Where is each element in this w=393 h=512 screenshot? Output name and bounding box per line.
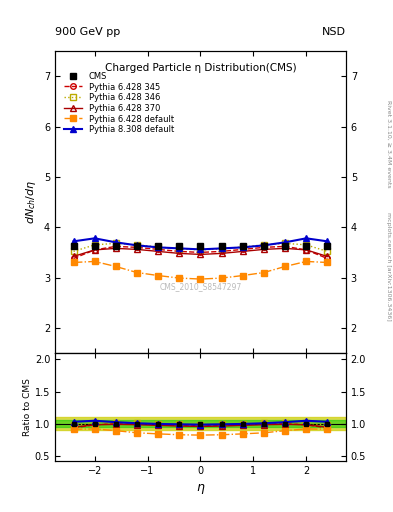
Pythia 6.428 345 — [304, 247, 309, 253]
Pythia 6.428 345 — [177, 248, 182, 254]
Pythia 6.428 345 — [135, 244, 140, 250]
Pythia 6.428 345 — [114, 243, 118, 249]
Pythia 6.428 default — [261, 269, 266, 275]
Pythia 6.428 346 — [261, 242, 266, 248]
Pythia 6.428 346 — [156, 244, 160, 250]
Pythia 6.428 default — [219, 275, 224, 281]
Text: Rivet 3.1.10, ≥ 3.4M events: Rivet 3.1.10, ≥ 3.4M events — [386, 99, 391, 187]
Line: Pythia 6.428 346: Pythia 6.428 346 — [71, 241, 330, 254]
Pythia 6.428 default — [325, 260, 330, 266]
Pythia 8.308 default — [71, 238, 76, 244]
Bar — [55, 417, 346, 430]
Pythia 8.308 default — [283, 239, 287, 245]
Pythia 6.428 370 — [219, 250, 224, 257]
CMS — [304, 243, 309, 249]
Line: Pythia 6.428 370: Pythia 6.428 370 — [71, 246, 330, 259]
Pythia 6.428 345 — [92, 247, 97, 253]
CMS — [92, 243, 97, 249]
Pythia 6.428 370 — [261, 246, 266, 252]
Pythia 6.428 370 — [156, 248, 160, 254]
CMS — [71, 243, 76, 249]
Pythia 6.428 346 — [283, 240, 287, 246]
Pythia 6.428 default — [283, 263, 287, 269]
Pythia 6.428 345 — [219, 248, 224, 254]
Pythia 6.428 346 — [177, 246, 182, 252]
Text: 900 GeV pp: 900 GeV pp — [55, 27, 120, 37]
CMS — [219, 243, 224, 249]
Pythia 6.428 370 — [304, 247, 309, 253]
Pythia 6.428 default — [177, 275, 182, 281]
Pythia 6.428 default — [92, 259, 97, 265]
Pythia 6.428 default — [241, 272, 245, 279]
Pythia 8.308 default — [156, 244, 160, 250]
Pythia 8.308 default — [198, 246, 203, 252]
Line: CMS: CMS — [70, 243, 331, 250]
Pythia 6.428 346 — [71, 248, 76, 254]
Pythia 6.428 370 — [135, 246, 140, 252]
Text: Charged Particle η Distribution(CMS): Charged Particle η Distribution(CMS) — [105, 63, 296, 73]
Line: Pythia 6.428 345: Pythia 6.428 345 — [71, 244, 330, 261]
Pythia 6.428 345 — [156, 246, 160, 252]
Pythia 8.308 default — [219, 245, 224, 251]
Pythia 6.428 345 — [241, 246, 245, 252]
Pythia 8.308 default — [261, 242, 266, 248]
Pythia 6.428 345 — [71, 255, 76, 262]
Pythia 6.428 346 — [135, 242, 140, 248]
Bar — [55, 420, 346, 427]
Line: Pythia 8.308 default: Pythia 8.308 default — [70, 235, 331, 253]
Pythia 6.428 346 — [114, 240, 118, 246]
Pythia 6.428 346 — [219, 246, 224, 252]
Pythia 6.428 default — [114, 263, 118, 269]
Pythia 6.428 346 — [92, 242, 97, 248]
Pythia 6.428 370 — [198, 251, 203, 258]
Pythia 8.308 default — [92, 235, 97, 241]
CMS — [283, 243, 287, 249]
Pythia 6.428 345 — [325, 255, 330, 262]
Pythia 6.428 default — [304, 259, 309, 265]
Pythia 8.308 default — [325, 238, 330, 244]
Pythia 6.428 default — [198, 276, 203, 282]
Pythia 6.428 345 — [261, 244, 266, 250]
Pythia 6.428 345 — [283, 243, 287, 249]
Y-axis label: Ratio to CMS: Ratio to CMS — [23, 378, 32, 436]
Pythia 6.428 370 — [241, 248, 245, 254]
Pythia 8.308 default — [241, 244, 245, 250]
Pythia 8.308 default — [114, 239, 118, 245]
Pythia 6.428 370 — [325, 253, 330, 260]
CMS — [177, 243, 182, 249]
Pythia 6.428 370 — [114, 245, 118, 251]
CMS — [135, 243, 140, 249]
Pythia 8.308 default — [304, 235, 309, 241]
Pythia 8.308 default — [135, 242, 140, 248]
CMS — [261, 243, 266, 249]
Pythia 6.428 370 — [71, 253, 76, 260]
X-axis label: η: η — [196, 481, 204, 494]
Text: NSD: NSD — [322, 27, 346, 37]
CMS — [241, 243, 245, 249]
Text: CMS_2010_S8547297: CMS_2010_S8547297 — [159, 282, 242, 291]
Pythia 6.428 370 — [92, 247, 97, 253]
Pythia 6.428 default — [135, 269, 140, 275]
Pythia 6.428 346 — [304, 242, 309, 248]
Text: mcplots.cern.ch [arXiv:1306.3436]: mcplots.cern.ch [arXiv:1306.3436] — [386, 212, 391, 321]
Pythia 8.308 default — [177, 245, 182, 251]
Legend: CMS, Pythia 6.428 345, Pythia 6.428 346, Pythia 6.428 370, Pythia 6.428 default,: CMS, Pythia 6.428 345, Pythia 6.428 346,… — [62, 71, 176, 136]
Pythia 6.428 346 — [325, 248, 330, 254]
Pythia 6.428 default — [156, 272, 160, 279]
Pythia 6.428 370 — [177, 250, 182, 257]
Pythia 6.428 346 — [198, 247, 203, 253]
CMS — [114, 243, 118, 249]
CMS — [198, 243, 203, 249]
Pythia 6.428 345 — [198, 249, 203, 255]
CMS — [325, 243, 330, 249]
Y-axis label: $dN_{ch}/d\eta$: $dN_{ch}/d\eta$ — [24, 180, 39, 224]
Pythia 6.428 346 — [241, 244, 245, 250]
CMS — [156, 243, 160, 249]
Line: Pythia 6.428 default: Pythia 6.428 default — [71, 259, 330, 282]
Pythia 6.428 370 — [283, 245, 287, 251]
Pythia 6.428 default — [71, 260, 76, 266]
